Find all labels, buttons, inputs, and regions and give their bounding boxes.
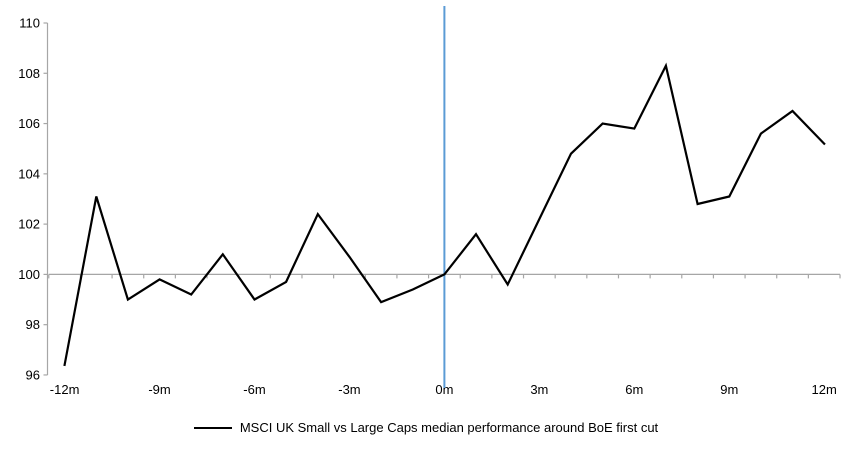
x-tick-label: -12m — [50, 382, 80, 397]
x-tick-label: -3m — [338, 382, 360, 397]
x-tick-label: 0m — [435, 382, 453, 397]
x-tick-label: 6m — [625, 382, 643, 397]
legend: MSCI UK Small vs Large Caps median perfo… — [0, 417, 852, 439]
series-line — [63, 62, 826, 367]
x-tick-label: 12m — [812, 382, 837, 397]
legend-line-sample — [193, 427, 232, 429]
y-tick-label: 100 — [18, 267, 40, 282]
x-tick-label: 9m — [720, 382, 738, 397]
y-tick-label: 98 — [26, 317, 40, 332]
y-tick-label: 102 — [18, 217, 40, 232]
x-tick-label: 3m — [530, 382, 548, 397]
x-tick-label: -6m — [243, 382, 265, 397]
y-tick-label: 106 — [18, 116, 40, 131]
x-tick-label: -9m — [148, 382, 170, 397]
y-tick-label: 110 — [19, 16, 40, 31]
x-axis-labels: -12m -9m -6m -3m 0m 3m 6m 9m 12m — [50, 382, 837, 397]
y-tick-label: 104 — [18, 166, 40, 181]
y-tick-label: 108 — [18, 66, 40, 81]
legend-label: MSCI UK Small vs Large Caps median perfo… — [239, 420, 659, 435]
y-tick-label: 96 — [26, 367, 40, 382]
y-axis: 96 98 100 102 104 106 108 110 — [18, 16, 49, 382]
